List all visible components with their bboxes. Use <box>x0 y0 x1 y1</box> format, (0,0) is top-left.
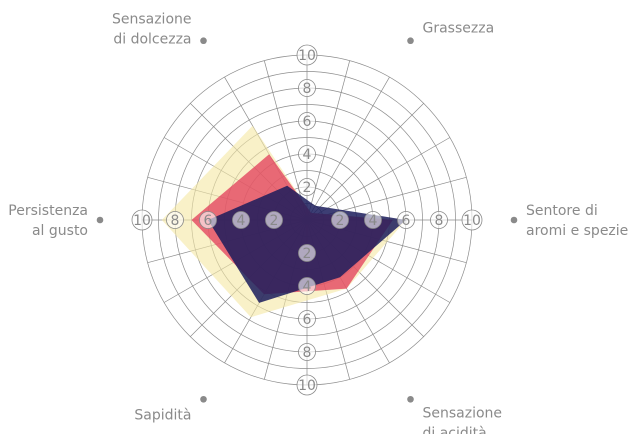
radial-tick-label-up-6: 6 <box>303 114 312 130</box>
tick-badge <box>166 211 184 229</box>
axis-marker-dot <box>407 37 414 45</box>
radial-tick-label-right-8: 8 <box>435 213 444 229</box>
radial-tick-label-up-2: 2 <box>303 180 312 196</box>
tick-badge <box>131 209 153 231</box>
axis-label-4: Persistenza al gusto <box>8 203 88 239</box>
radial-tick-label-right-6: 6 <box>402 213 411 229</box>
axis-label-2: Grassezza <box>423 21 495 37</box>
tick-badge <box>298 244 316 262</box>
tick-badge <box>298 277 316 295</box>
axis-label-line: Sensazione <box>112 12 192 28</box>
axis-label-line: al gusto <box>32 223 88 239</box>
radial-tick-label-left-4: 4 <box>237 213 246 229</box>
tick-badge <box>298 310 316 328</box>
radial-tick-label-down-10: 10 <box>298 378 316 394</box>
axis-label-6: Sensazione di acidità <box>423 405 503 434</box>
grid-spoke <box>306 103 424 221</box>
axis-label-line: di dolcezza <box>113 32 191 48</box>
axis-marker-dot <box>200 395 207 403</box>
tick-badge <box>298 343 316 361</box>
tick-badge <box>298 79 316 97</box>
radial-tick-label-down-6: 6 <box>303 312 312 328</box>
tick-badge <box>331 211 349 229</box>
axis-label-line: aromi e spezie <box>526 223 628 239</box>
radial-tick-label-left-2: 2 <box>270 213 279 229</box>
tick-badge <box>298 178 316 196</box>
grid-spoke <box>263 60 308 221</box>
axis-label-line: Sensazione <box>423 405 503 421</box>
tick-badge <box>296 44 318 66</box>
radial-tick-label-right-10: 10 <box>463 213 481 229</box>
axis-label-1: Sentore di aromi e spezie <box>526 203 628 239</box>
radial-tick-label-up-10: 10 <box>298 48 316 64</box>
radial-tick-label-left-10: 10 <box>133 213 151 229</box>
axis-marker-dot <box>407 395 414 403</box>
axis-label-line: Persistenza <box>8 203 88 219</box>
tick-badge <box>397 211 415 229</box>
tick-badge <box>296 374 318 396</box>
radial-tick-label-up-4: 4 <box>303 147 312 163</box>
radial-tick-label-up-8: 8 <box>303 81 312 97</box>
tick-badge <box>461 209 483 231</box>
axis-label-line: Grassezza <box>423 21 495 37</box>
radar-axis-labels: Sentore di aromi e spezie Grassezza Sensazi… <box>8 12 628 434</box>
tick-badge <box>298 145 316 163</box>
tick-badge <box>232 211 250 229</box>
axis-label-5: Sapidità <box>134 407 191 423</box>
radar-tick-layer: 2 4 6 8 10 2 4 6 8 10 2 4 6 8 10 2 4 6 8 10 <box>131 44 483 396</box>
grid-spoke <box>306 76 390 221</box>
radial-tick-label-down-2: 2 <box>303 246 312 262</box>
tick-badge <box>430 211 448 229</box>
axis-label-line: Sapidità <box>134 407 191 423</box>
axis-label-line: Sentore di <box>526 203 598 219</box>
radial-tick-label-left-8: 8 <box>171 213 180 229</box>
axis-marker-dot <box>510 216 518 224</box>
axis-marker-dot <box>200 37 207 45</box>
radial-tick-label-down-8: 8 <box>303 345 312 361</box>
radial-tick-label-right-2: 2 <box>336 213 345 229</box>
axis-marker-dot <box>96 216 104 224</box>
radial-tick-label-left-6: 6 <box>204 213 213 229</box>
radial-tick-label-down-4: 4 <box>303 279 312 295</box>
grid-spoke <box>306 60 351 221</box>
tick-badge <box>298 112 316 130</box>
tick-badge <box>265 211 283 229</box>
tick-badge <box>199 211 217 229</box>
tick-badge <box>364 211 382 229</box>
axis-label-line: di acidità <box>423 425 487 434</box>
axis-label-3: Sensazione di dolcezza <box>112 12 192 48</box>
grid-spoke <box>306 137 451 221</box>
radial-tick-label-right-4: 4 <box>369 213 378 229</box>
